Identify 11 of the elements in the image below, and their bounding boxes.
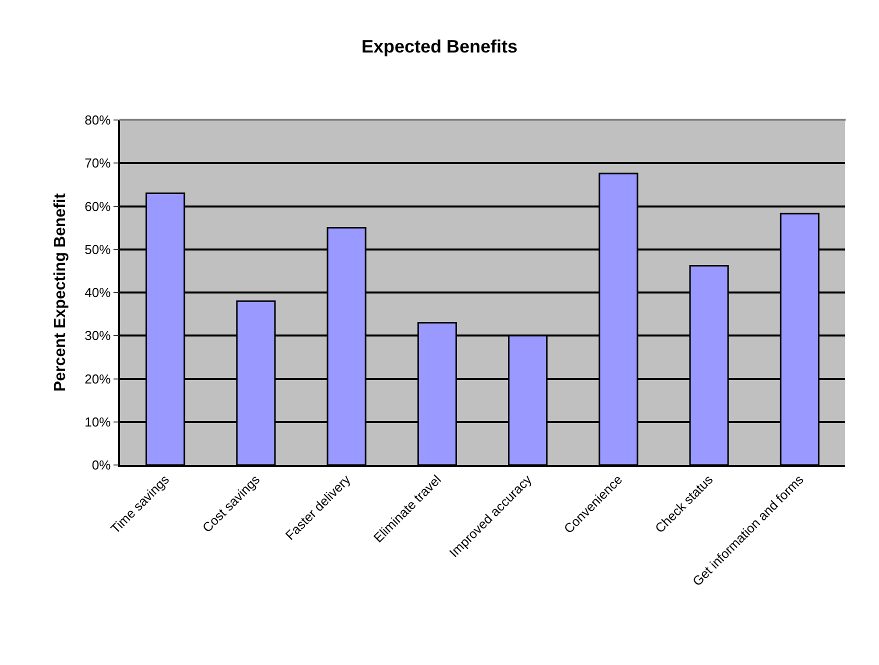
y-axis-title: Percent Expecting Benefit — [52, 192, 70, 392]
y-tick-label: 80% — [84, 112, 112, 128]
y-tick-label: 30% — [84, 328, 112, 344]
y-tick-label: 60% — [84, 198, 112, 214]
y-tick-label: 10% — [84, 414, 112, 430]
y-tick-label: 70% — [84, 156, 112, 171]
y-tick-label: 50% — [84, 242, 112, 257]
chart-title: Expected Benefits — [361, 36, 518, 56]
y-tick-label: 20% — [84, 371, 112, 386]
y-tick-label: 40% — [84, 285, 112, 300]
y-tick-label: 0% — [92, 458, 112, 473]
